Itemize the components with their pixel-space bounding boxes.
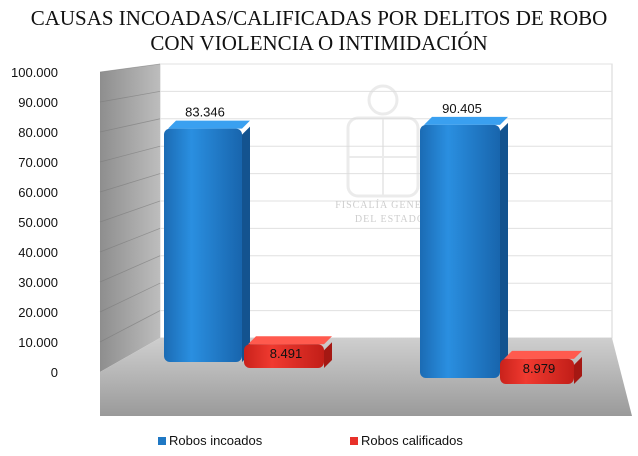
gridline-side (99, 63, 161, 73)
gridline-side (99, 282, 161, 313)
bar-top (168, 120, 250, 129)
bar-robos-incoados-2 (420, 124, 500, 378)
y-tick-label: 10.000 (18, 335, 58, 350)
legend: Robos incoados Robos calificados (158, 433, 463, 448)
gridline-side (99, 255, 161, 283)
bar-side (574, 356, 582, 384)
bar-robos-calificados-1 (244, 344, 324, 368)
y-tick-label: 60.000 (18, 185, 58, 200)
y-tick-label: 100.000 (11, 65, 58, 80)
y-axis: 0 10.000 20.000 30.000 40.000 50.000 60.000 70.… (11, 65, 58, 380)
legend-label-robos-calificados: Robos calificados (361, 433, 463, 448)
chart-title-line-1: CAUSAS INCOADAS/CALIFICADAS POR DELITOS … (31, 6, 608, 30)
watermark-line-1: FISCALÍA GENERAL (335, 199, 445, 211)
watermark-seal (346, 84, 420, 198)
y-tick-label: 40.000 (18, 245, 58, 260)
bar-robos-calificados-2 (500, 358, 574, 384)
gridline-side (99, 310, 161, 343)
y-tick-label: 50.000 (18, 215, 58, 230)
bars (164, 116, 582, 384)
gridline-side (99, 118, 161, 133)
bar-side (500, 122, 508, 378)
bar-side (324, 342, 332, 368)
bar-side (242, 126, 250, 363)
data-label: 83.346 (185, 105, 225, 120)
y-tick-label: 0 (51, 365, 58, 380)
bar-top (248, 336, 332, 345)
bar-top (424, 116, 508, 125)
y-tick-label: 90.000 (18, 95, 58, 110)
legend-swatch-robos-incoados (158, 437, 166, 445)
legend-swatch-robos-calificados (350, 437, 358, 445)
data-label: 8.491 (270, 346, 303, 361)
bar-top (504, 350, 582, 359)
side-wall (100, 64, 160, 372)
gridline-side (99, 228, 161, 253)
y-tick-label: 20.000 (18, 305, 58, 320)
data-label: 8.979 (523, 361, 556, 376)
data-label: 90.405 (442, 101, 482, 116)
data-labels: 83.346 90.405 8.491 8.979 (185, 101, 555, 376)
bar-robos-incoados-1 (164, 128, 242, 362)
legend-label-robos-incoados: Robos incoados (169, 433, 263, 448)
gridline-side (99, 200, 161, 223)
y-tick-label: 70.000 (18, 155, 58, 170)
gridline-side (99, 145, 161, 163)
watermark-line-2: DEL ESTADO (355, 214, 425, 225)
y-tick-label: 30.000 (18, 275, 58, 290)
y-tick-label: 80.000 (18, 125, 58, 140)
gridline-side (99, 91, 161, 103)
chart-title-line-2: CON VIOLENCIA O INTIMIDACIÓN (150, 31, 487, 55)
gridline-side (99, 173, 161, 193)
